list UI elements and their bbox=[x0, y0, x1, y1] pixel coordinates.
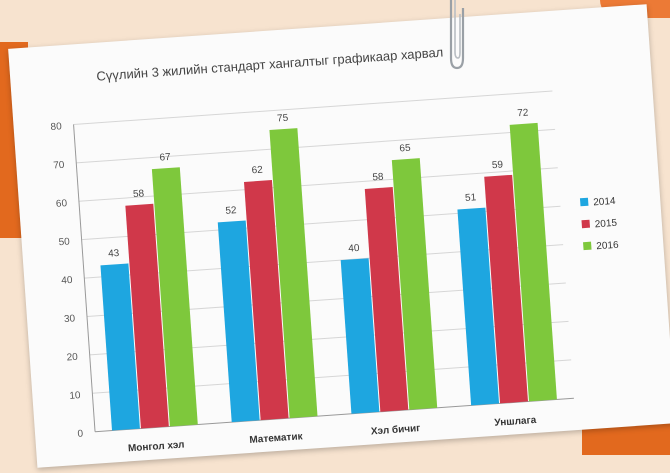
y-tick-label: 30 bbox=[64, 313, 76, 325]
y-axis-ticks: 0 10 20 30 40 50 60 70 80 bbox=[50, 121, 84, 440]
data-label: 51 bbox=[465, 192, 477, 204]
data-label: 75 bbox=[277, 113, 289, 125]
chart-legend: 2014 2015 2016 bbox=[579, 196, 619, 253]
bar bbox=[484, 174, 528, 404]
bar bbox=[340, 258, 380, 414]
bar bbox=[391, 158, 438, 410]
legend-swatch bbox=[579, 197, 589, 207]
x-tick-label: Хэл бичиг bbox=[371, 422, 421, 437]
x-tick-label: Математик bbox=[249, 431, 304, 446]
paperclip-icon bbox=[449, 0, 465, 70]
data-label: 58 bbox=[133, 188, 145, 200]
y-tick-label: 0 bbox=[77, 429, 84, 440]
bar bbox=[243, 180, 289, 421]
legend-swatch bbox=[583, 241, 592, 251]
y-tick-label: 10 bbox=[69, 390, 81, 402]
legend-label: 2016 bbox=[596, 240, 619, 253]
data-labels: 43 58 67 52 62 75 40 58 65 51 59 72 bbox=[108, 107, 529, 260]
y-axis-line bbox=[73, 124, 96, 432]
legend-label: 2014 bbox=[593, 196, 616, 209]
data-label: 58 bbox=[372, 172, 384, 184]
bar bbox=[509, 122, 557, 402]
y-tick-label: 40 bbox=[61, 275, 73, 287]
grid-line bbox=[73, 90, 553, 125]
grid-line bbox=[76, 128, 556, 164]
bar bbox=[100, 263, 140, 431]
legend-swatch bbox=[581, 219, 591, 229]
chart-bars bbox=[100, 122, 557, 431]
bar-chart: Сүүлийн 3 жилийн стандарт хангалтыг граф… bbox=[50, 45, 619, 455]
x-tick-label: Монгол хэл bbox=[128, 440, 185, 455]
y-tick-label: 70 bbox=[53, 160, 65, 172]
y-tick-label: 50 bbox=[58, 236, 70, 248]
y-tick-label: 20 bbox=[66, 352, 78, 364]
bar bbox=[151, 167, 198, 427]
data-label: 62 bbox=[251, 165, 263, 177]
bar bbox=[457, 207, 500, 406]
data-label: 67 bbox=[159, 152, 171, 164]
data-label: 52 bbox=[225, 205, 237, 217]
y-tick-label: 80 bbox=[50, 121, 62, 133]
data-label: 43 bbox=[108, 248, 120, 260]
legend-label: 2015 bbox=[594, 218, 617, 231]
chart-sheet: Сүүлийн 3 жилийн стандарт хангалтыг граф… bbox=[8, 4, 670, 468]
x-tick-label: Уншлага bbox=[494, 415, 537, 429]
bar bbox=[217, 220, 260, 423]
bar bbox=[125, 203, 169, 429]
bar bbox=[364, 187, 409, 412]
chart-title: Сүүлийн 3 жилийн стандарт хангалтыг граф… bbox=[96, 45, 444, 84]
x-axis-ticks: Монгол хэл Математик Хэл бичиг Уншлага bbox=[128, 415, 537, 455]
y-tick-label: 60 bbox=[56, 198, 68, 210]
data-label: 65 bbox=[399, 143, 411, 155]
data-label: 72 bbox=[517, 107, 529, 119]
data-label: 59 bbox=[492, 159, 504, 171]
data-label: 40 bbox=[348, 243, 360, 255]
bar bbox=[269, 128, 318, 419]
